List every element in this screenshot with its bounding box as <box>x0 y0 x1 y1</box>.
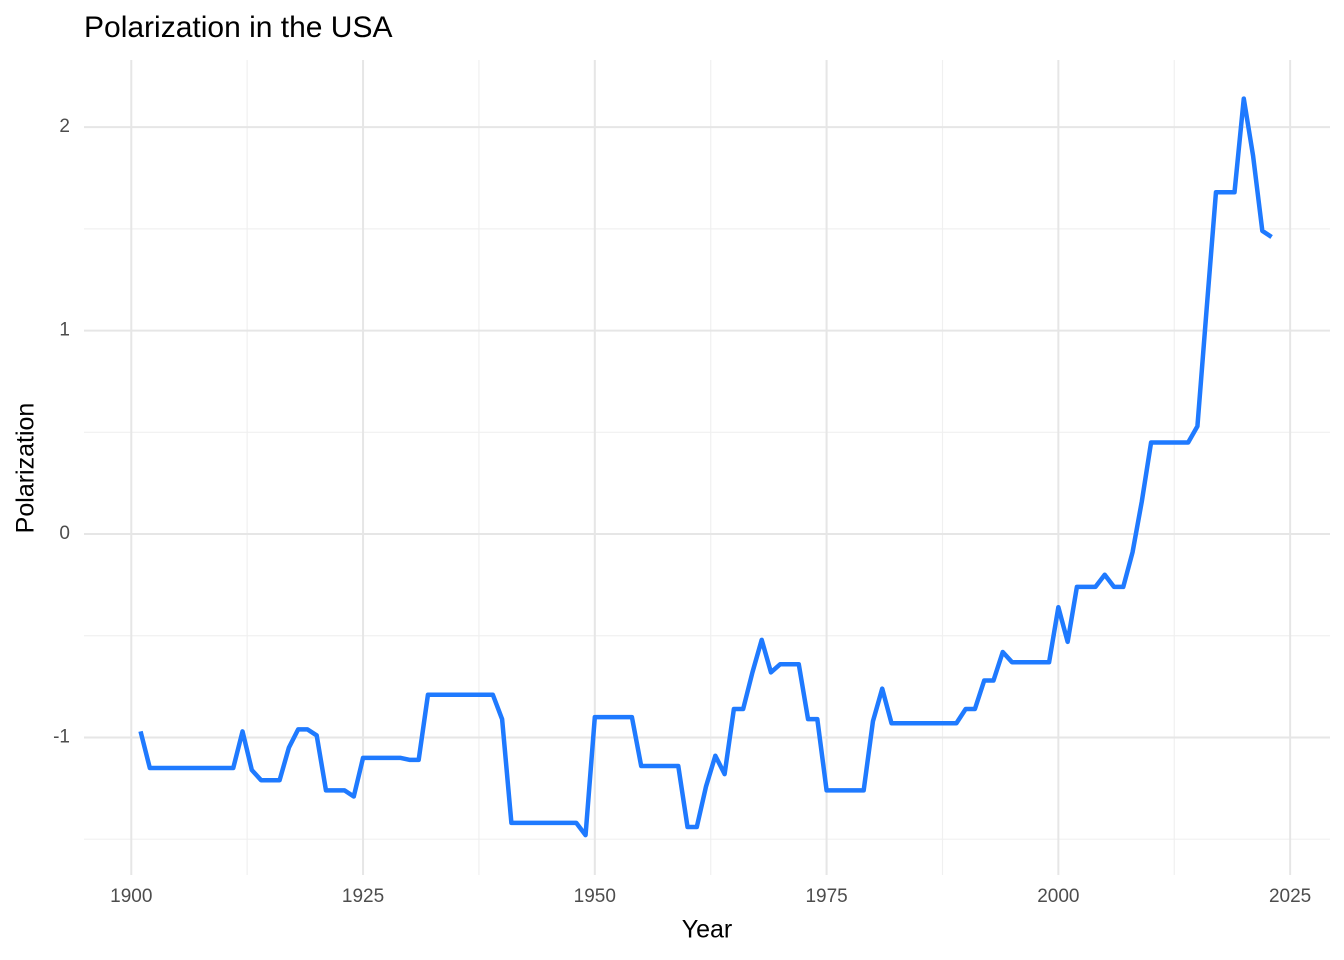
y-tick-label: -1 <box>53 726 70 747</box>
x-tick-label: 1975 <box>805 886 847 907</box>
y-tick-label: 1 <box>59 320 70 341</box>
x-tick-label: 1900 <box>110 886 152 907</box>
x-tick-label: 1925 <box>342 886 384 907</box>
x-axis-title: Year <box>682 916 733 944</box>
y-tick-label: 0 <box>59 523 70 544</box>
y-tick-label: 2 <box>59 116 70 137</box>
y-axis-title: Polarization <box>12 403 40 534</box>
x-tick-label: 1950 <box>574 886 616 907</box>
x-tick-label: 2025 <box>1269 886 1311 907</box>
data-line <box>138 96 1273 838</box>
x-tick-label: 2000 <box>1037 886 1079 907</box>
chart-title: Polarization in the USA <box>84 11 393 44</box>
